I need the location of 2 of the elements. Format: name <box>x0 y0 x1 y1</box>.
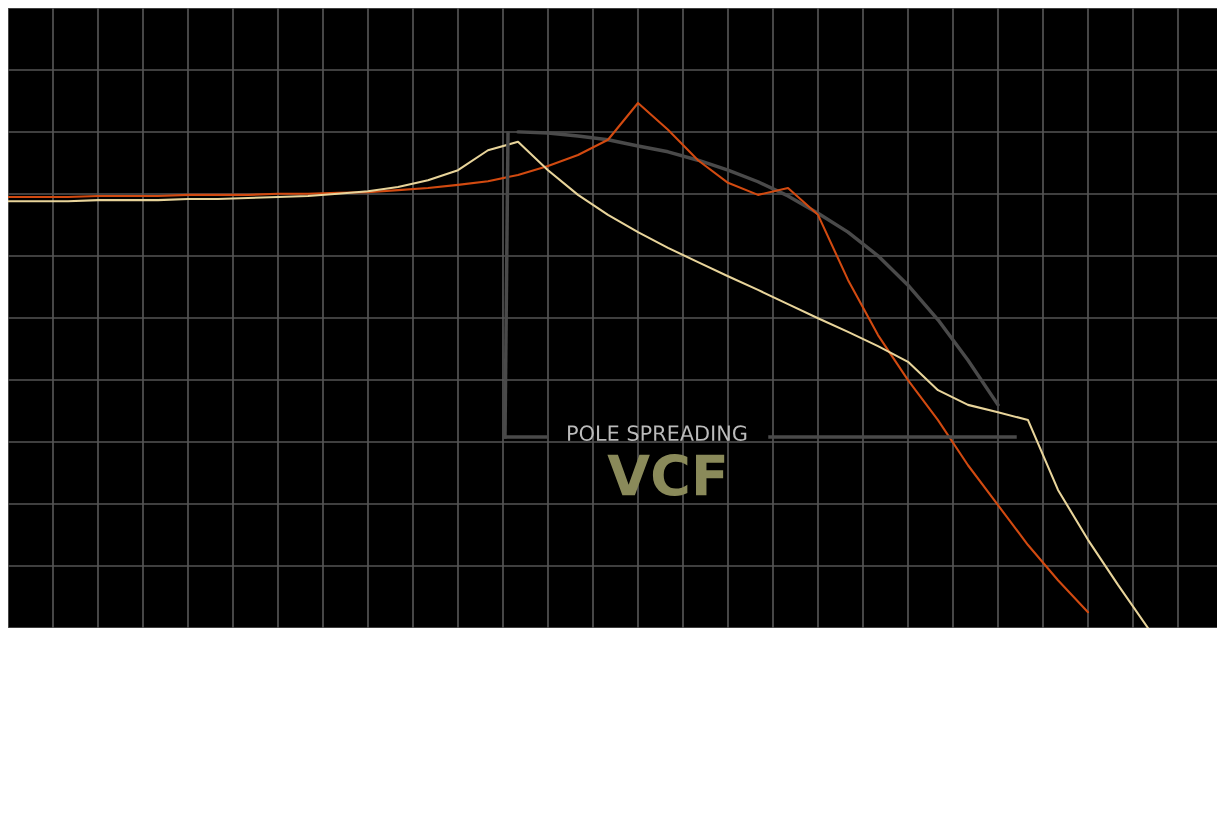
annotation: VCF <box>607 454 725 497</box>
annotation: POLE SPREADING <box>568 425 747 442</box>
